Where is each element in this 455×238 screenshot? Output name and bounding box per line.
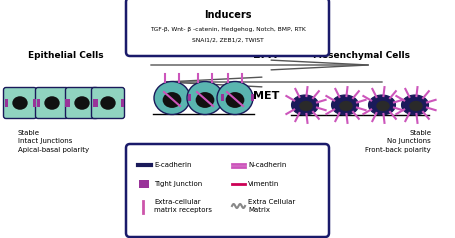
FancyBboxPatch shape xyxy=(66,88,98,119)
Bar xyxy=(188,94,191,101)
Bar xyxy=(66,99,70,107)
Ellipse shape xyxy=(292,95,318,115)
Text: Extra Cellular
Matrix: Extra Cellular Matrix xyxy=(248,199,295,213)
Bar xyxy=(221,94,224,101)
Bar xyxy=(92,99,96,107)
Text: MET: MET xyxy=(253,91,280,101)
FancyBboxPatch shape xyxy=(126,0,329,56)
Text: EMT: EMT xyxy=(253,50,280,60)
Bar xyxy=(36,99,40,107)
Ellipse shape xyxy=(187,81,223,114)
Text: Mesenchymal Cells: Mesenchymal Cells xyxy=(313,50,410,60)
Bar xyxy=(121,99,123,107)
Text: SNAI1/2, ZEB1/2, TWIST: SNAI1/2, ZEB1/2, TWIST xyxy=(192,38,263,43)
FancyBboxPatch shape xyxy=(4,88,36,119)
Ellipse shape xyxy=(154,81,190,114)
Ellipse shape xyxy=(100,96,116,110)
Ellipse shape xyxy=(44,96,60,110)
Ellipse shape xyxy=(376,101,390,111)
FancyBboxPatch shape xyxy=(126,144,329,237)
Bar xyxy=(251,94,254,101)
Bar xyxy=(95,99,97,107)
Ellipse shape xyxy=(369,95,395,115)
Text: Inducers: Inducers xyxy=(204,10,251,20)
Ellipse shape xyxy=(162,92,182,108)
Ellipse shape xyxy=(332,95,359,115)
Bar xyxy=(65,99,67,107)
Text: E-cadherin: E-cadherin xyxy=(154,162,192,168)
Text: Epithelial Cells: Epithelial Cells xyxy=(28,50,103,60)
FancyBboxPatch shape xyxy=(91,88,125,119)
Text: Stable
Intact Junctions
Apical-basal polarity: Stable Intact Junctions Apical-basal pol… xyxy=(18,130,89,153)
Text: Stable
No Junctions
Front-back polarity: Stable No Junctions Front-back polarity xyxy=(365,130,431,153)
Ellipse shape xyxy=(196,92,214,108)
Bar xyxy=(5,99,7,107)
Text: TGF-β, Wnt- β -catenin, Hedgehog, Notch, BMP, RTK: TGF-β, Wnt- β -catenin, Hedgehog, Notch,… xyxy=(150,26,305,31)
FancyBboxPatch shape xyxy=(35,88,69,119)
Ellipse shape xyxy=(339,101,353,111)
Ellipse shape xyxy=(409,101,423,111)
Ellipse shape xyxy=(12,96,28,110)
Ellipse shape xyxy=(226,92,244,108)
Text: Tight Junction: Tight Junction xyxy=(154,181,202,187)
Ellipse shape xyxy=(401,95,429,115)
Text: Extra-cellular
matrix receptors: Extra-cellular matrix receptors xyxy=(154,199,212,213)
Ellipse shape xyxy=(299,101,313,111)
Bar xyxy=(139,180,149,188)
Bar xyxy=(32,99,35,107)
Text: Vimentin: Vimentin xyxy=(248,181,279,187)
Text: N-cadherin: N-cadherin xyxy=(248,162,286,168)
Ellipse shape xyxy=(217,81,253,114)
Ellipse shape xyxy=(74,96,90,110)
